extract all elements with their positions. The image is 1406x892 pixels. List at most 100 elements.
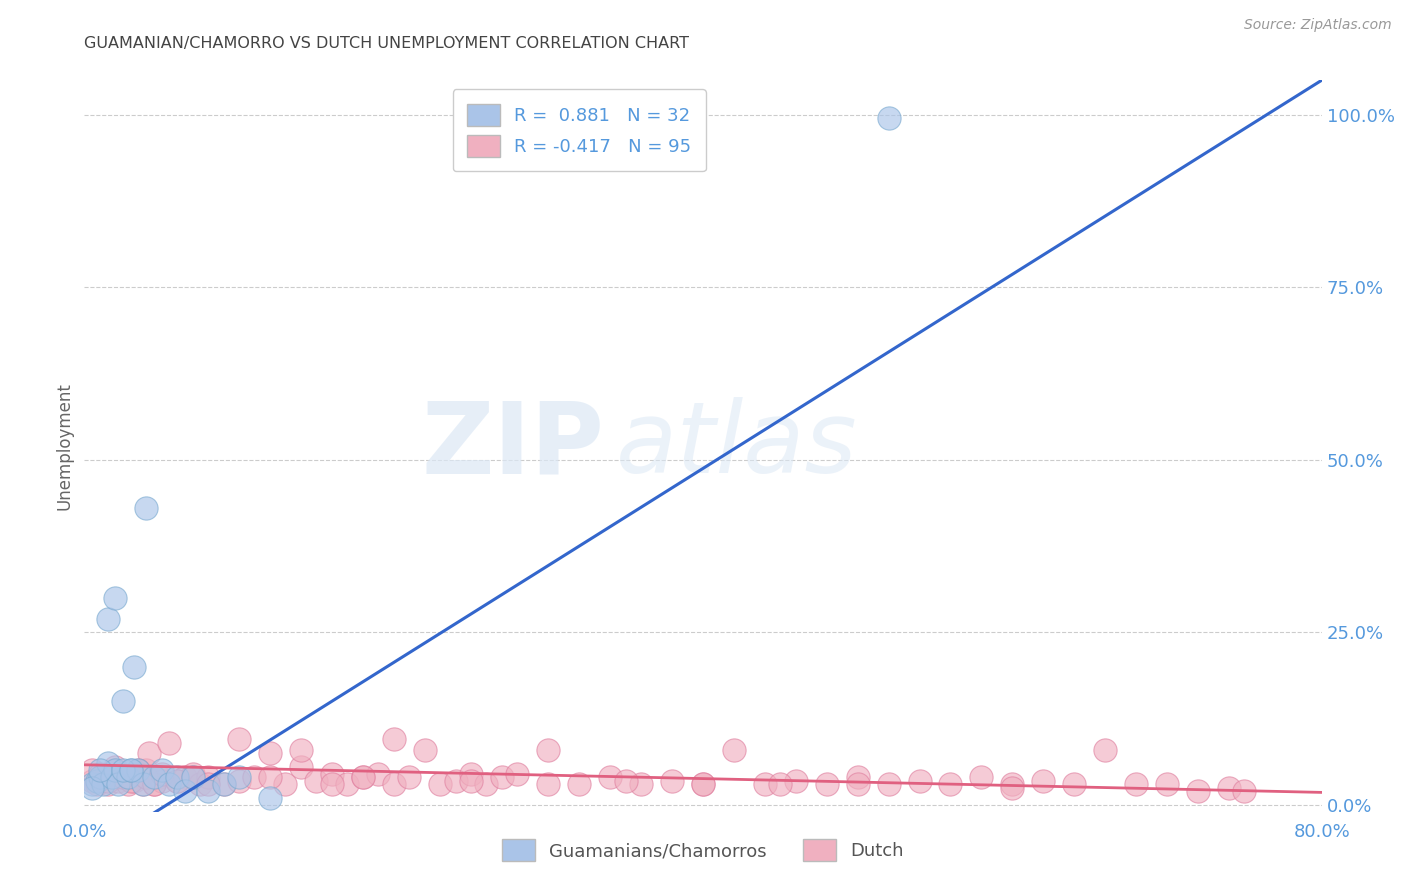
Point [86, 777, 108, 791]
Point [228, 732, 250, 747]
Point [166, 770, 188, 784]
Point [159, 736, 181, 750]
Point [91, 777, 114, 791]
Point [1187, 784, 1209, 798]
Point [97, 756, 120, 771]
Point [1125, 777, 1147, 791]
Point [143, 777, 166, 791]
Legend: Guamanians/Chamorros, Dutch: Guamanians/Chamorros, Dutch [495, 832, 911, 869]
Point [382, 777, 405, 791]
Point [112, 694, 135, 708]
Point [846, 777, 869, 791]
Point [1218, 780, 1240, 795]
Point [537, 777, 560, 791]
Point [148, 770, 170, 784]
Point [1156, 777, 1178, 791]
Point [785, 773, 807, 788]
Point [166, 773, 188, 788]
Point [135, 764, 157, 778]
Point [460, 773, 482, 788]
Point [120, 764, 142, 778]
Point [188, 777, 212, 791]
Point [104, 591, 127, 605]
Text: GUAMANIAN/CHAMORRO VS DUTCH UNEMPLOYMENT CORRELATION CHART: GUAMANIAN/CHAMORRO VS DUTCH UNEMPLOYMENT… [84, 36, 689, 51]
Text: ZIP: ZIP [422, 398, 605, 494]
Point [336, 777, 359, 791]
Point [97, 773, 120, 788]
Point [413, 742, 436, 756]
Point [117, 777, 139, 791]
Point [212, 777, 235, 791]
Point [630, 777, 652, 791]
Point [259, 746, 281, 760]
Point [815, 777, 838, 791]
Point [769, 777, 792, 791]
Point [382, 732, 405, 747]
Point [352, 770, 374, 784]
Point [290, 760, 312, 774]
Point [143, 770, 166, 784]
Point [181, 766, 204, 780]
Point [122, 773, 145, 788]
Point [212, 777, 235, 791]
Point [122, 660, 145, 674]
Point [132, 777, 155, 791]
Point [1233, 784, 1256, 798]
Point [97, 611, 120, 625]
Point [97, 777, 120, 791]
Point [723, 742, 745, 756]
Point [120, 764, 142, 778]
Point [89, 764, 111, 778]
Point [754, 777, 776, 791]
Point [112, 770, 135, 784]
Point [135, 770, 157, 784]
Point [367, 766, 389, 780]
Point [104, 764, 127, 778]
Point [107, 773, 129, 788]
Point [166, 773, 188, 788]
Point [112, 764, 135, 778]
Point [398, 770, 420, 784]
Point [82, 780, 104, 795]
Point [939, 777, 962, 791]
Point [112, 770, 135, 784]
Point [877, 112, 900, 126]
Point [228, 770, 250, 784]
Point [128, 766, 150, 780]
Point [138, 746, 160, 760]
Point [89, 766, 111, 780]
Point [321, 777, 343, 791]
Point [197, 770, 219, 784]
Point [429, 777, 451, 791]
Point [174, 784, 197, 798]
Point [259, 770, 281, 784]
Point [89, 770, 111, 784]
Point [568, 777, 591, 791]
Point [1001, 777, 1024, 791]
Point [290, 742, 312, 756]
Point [243, 770, 266, 784]
Point [305, 773, 328, 788]
Point [150, 766, 173, 780]
Point [491, 770, 513, 784]
Point [150, 773, 173, 788]
Point [120, 773, 142, 788]
Point [877, 777, 900, 791]
Point [120, 770, 142, 784]
Point [506, 766, 529, 780]
Point [274, 777, 297, 791]
Point [614, 773, 637, 788]
Point [117, 770, 139, 784]
Text: Source: ZipAtlas.com: Source: ZipAtlas.com [1244, 18, 1392, 32]
Point [846, 770, 869, 784]
Point [661, 773, 683, 788]
Point [101, 770, 124, 784]
Point [91, 773, 114, 788]
Point [86, 773, 108, 788]
Text: atlas: atlas [616, 398, 858, 494]
Point [135, 501, 157, 516]
Point [692, 777, 714, 791]
Point [150, 764, 173, 778]
Point [159, 777, 181, 791]
Point [82, 773, 104, 788]
